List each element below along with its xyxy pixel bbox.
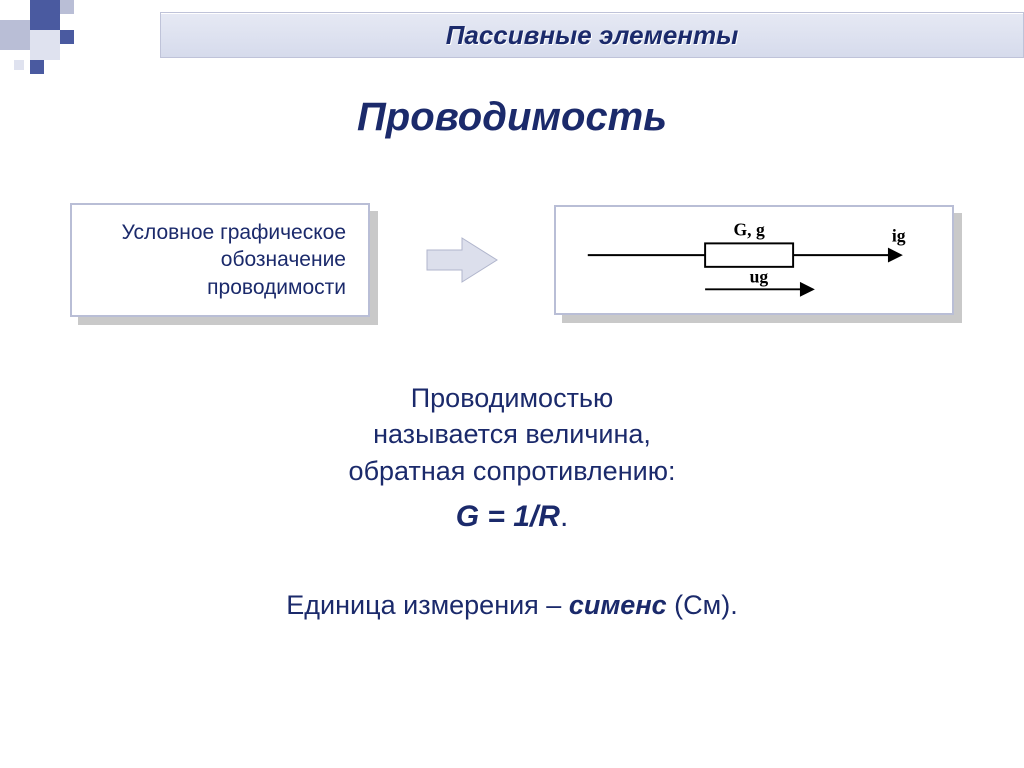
deco-square: [60, 0, 74, 14]
formula-text: G = 1/R: [456, 500, 560, 533]
label-line: проводимости: [94, 274, 346, 301]
circuit-diagram: G, g ig ug: [578, 215, 930, 305]
circuit-box: G, g ig ug: [554, 205, 954, 315]
definition-text: Проводимостью называется величина, обрат…: [0, 380, 1024, 489]
definition-line: называется величина,: [0, 416, 1024, 452]
label-box: Условное графическое обозначение проводи…: [70, 203, 370, 317]
diagram-row: Условное графическое обозначение проводи…: [70, 195, 954, 325]
unit-name: сименс: [569, 590, 667, 620]
subtitle: Проводимость: [0, 95, 1024, 140]
deco-square: [0, 20, 30, 50]
unit-line: Единица измерения – сименс (См).: [0, 590, 1024, 621]
definition-line: Проводимостью: [0, 380, 1024, 416]
svg-text:G, g: G, g: [733, 220, 764, 240]
label-box-wrap: Условное графическое обозначение проводи…: [70, 203, 370, 317]
svg-text:ug: ug: [750, 266, 769, 286]
label-line: обозначение: [94, 246, 346, 273]
deco-square: [14, 60, 24, 70]
title-bar: Пассивные элементы: [160, 12, 1024, 58]
unit-suffix: (См).: [667, 590, 738, 620]
unit-prefix: Единица измерения –: [286, 590, 569, 620]
formula: G = 1/R.: [0, 500, 1024, 534]
deco-square: [30, 60, 44, 74]
slide-title: Пассивные элементы: [446, 20, 739, 51]
circuit-box-wrap: G, g ig ug: [554, 205, 954, 315]
definition-line: обратная сопротивлению:: [0, 453, 1024, 489]
label-line: Условное графическое: [94, 219, 346, 246]
deco-square: [30, 0, 60, 30]
arrow-icon: [422, 230, 502, 290]
deco-square: [60, 30, 74, 44]
formula-period: .: [560, 500, 568, 533]
deco-square: [30, 30, 60, 60]
corner-decoration: [0, 0, 140, 90]
svg-text:ig: ig: [892, 225, 906, 245]
